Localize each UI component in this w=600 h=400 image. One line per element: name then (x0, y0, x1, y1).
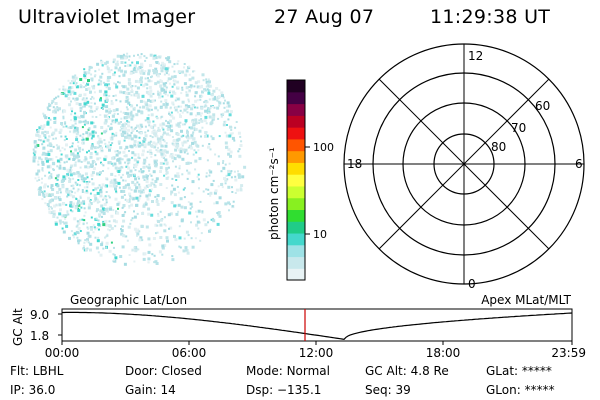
polar-lat-label-80: 80 (491, 140, 506, 154)
timeline-xticks: 00:00 06:00 12:00 18:00 23:59 (45, 341, 586, 360)
colorbar (286, 79, 306, 281)
info-dsp: Dsp: −135.1 (246, 383, 321, 397)
info-dsp-value: −135.1 (276, 383, 322, 397)
colorbar-segment (287, 232, 305, 246)
colorbar-tick-10: 10 (305, 228, 327, 241)
colorbar-segment (287, 256, 305, 269)
polar-plot: 80 70 60 12 0 18 6 (343, 43, 585, 291)
info-glon: GLon: ***** (486, 383, 555, 397)
timeline-right-caption: Apex MLat/MLT (481, 293, 571, 307)
timeline-xtick-label: 06:00 (172, 346, 207, 360)
info-gc-alt-value: 4.8 Re (410, 364, 449, 378)
polar-diagonal-2 (378, 78, 550, 250)
timeline-ytick-label-1-8: 1.8 (30, 329, 49, 343)
timeline-frame (61, 308, 573, 342)
polar-mlt-label-18: 18 (347, 157, 362, 171)
colorbar-segment (287, 162, 305, 175)
colorbar-segment (287, 244, 305, 258)
info-door-label: Door: (125, 364, 158, 378)
colorbar-segment (287, 80, 305, 93)
colorbar-tick-label-10: 10 (313, 228, 327, 241)
info-mode-label: Mode: (246, 364, 283, 378)
info-gc-alt: GC Alt: 4.8 Re (365, 364, 449, 378)
colorbar-unit-label: photon cm⁻²s⁻¹ (267, 147, 281, 240)
info-seq-label: Seq: (365, 383, 392, 397)
altitude-timeline: 9.0 1.8 GC Alt Geographic Lat/Lon Apex M… (11, 293, 586, 360)
info-flt: Flt: LBHL (10, 364, 63, 378)
colorbar-tick-label-100: 100 (313, 141, 334, 154)
info-gain: Gain: 14 (125, 383, 176, 397)
polar-mlt-label-0: 0 (468, 277, 476, 291)
geographic-image-disk (32, 52, 247, 266)
info-flt-label: Flt: (10, 364, 29, 378)
colorbar-segment (287, 115, 305, 128)
time-label: 11:29:38 UT (430, 6, 551, 28)
timeline-left-caption: Geographic Lat/Lon (70, 293, 187, 307)
polar-mlt-label-12: 12 (468, 49, 483, 63)
info-mode: Mode: Normal (246, 364, 330, 378)
info-seq: Seq: 39 (365, 383, 411, 397)
timeline-ylabel: GC Alt (11, 308, 25, 346)
timeline-xtick-label: 00:00 (45, 346, 80, 360)
info-glat-label: GLat: (486, 364, 519, 378)
altitude-curve (62, 311, 573, 340)
polar-mlt-label-6: 6 (575, 157, 583, 171)
colorbar-segment (287, 197, 305, 211)
colorbar-segment (287, 209, 305, 222)
info-gain-label: Gain: (125, 383, 157, 397)
colorbar-segment (287, 185, 305, 199)
info-ip: IP: 36.0 (10, 383, 55, 397)
info-glat-value: ***** (521, 364, 552, 378)
colorbar-segment (287, 127, 305, 140)
info-mode-value: Normal (286, 364, 330, 378)
info-door: Door: Closed (125, 364, 202, 378)
info-flt-value: LBHL (32, 364, 64, 378)
colorbar-tick-100: 100 (305, 141, 334, 154)
colorbar-segment (287, 91, 305, 105)
colorbar-segment (287, 138, 305, 152)
info-ip-label: IP: (10, 383, 25, 397)
instrument-title: Ultraviolet Imager (18, 6, 196, 28)
info-dsp-label: Dsp: (246, 383, 274, 397)
colorbar-segment (287, 221, 305, 234)
info-door-value: Closed (161, 364, 202, 378)
info-glat: GLat: ***** (486, 364, 552, 378)
timeline-xtick-label: 18:00 (426, 346, 461, 360)
colorbar-segment (287, 174, 305, 187)
colorbar-segment (287, 150, 305, 163)
info-gc-alt-label: GC Alt: (365, 364, 407, 378)
polar-lat-label-60: 60 (535, 99, 550, 113)
info-seq-value: 39 (395, 383, 411, 397)
info-glon-label: GLon: (486, 383, 521, 397)
info-gain-value: 14 (160, 383, 176, 397)
timeline-ytick-label-9: 9.0 (30, 308, 49, 322)
colorbar-segment (287, 268, 305, 281)
timeline-xtick-label: 23:59 (551, 346, 586, 360)
info-glon-value: ***** (524, 383, 555, 397)
colorbar-frame (286, 79, 306, 281)
colorbar-segment (287, 103, 305, 116)
timeline-xtick-label: 12:00 (299, 346, 334, 360)
date-label: 27 Aug 07 (274, 6, 375, 28)
info-ip-value: 36.0 (28, 383, 56, 397)
polar-lat-label-70: 70 (511, 121, 526, 135)
